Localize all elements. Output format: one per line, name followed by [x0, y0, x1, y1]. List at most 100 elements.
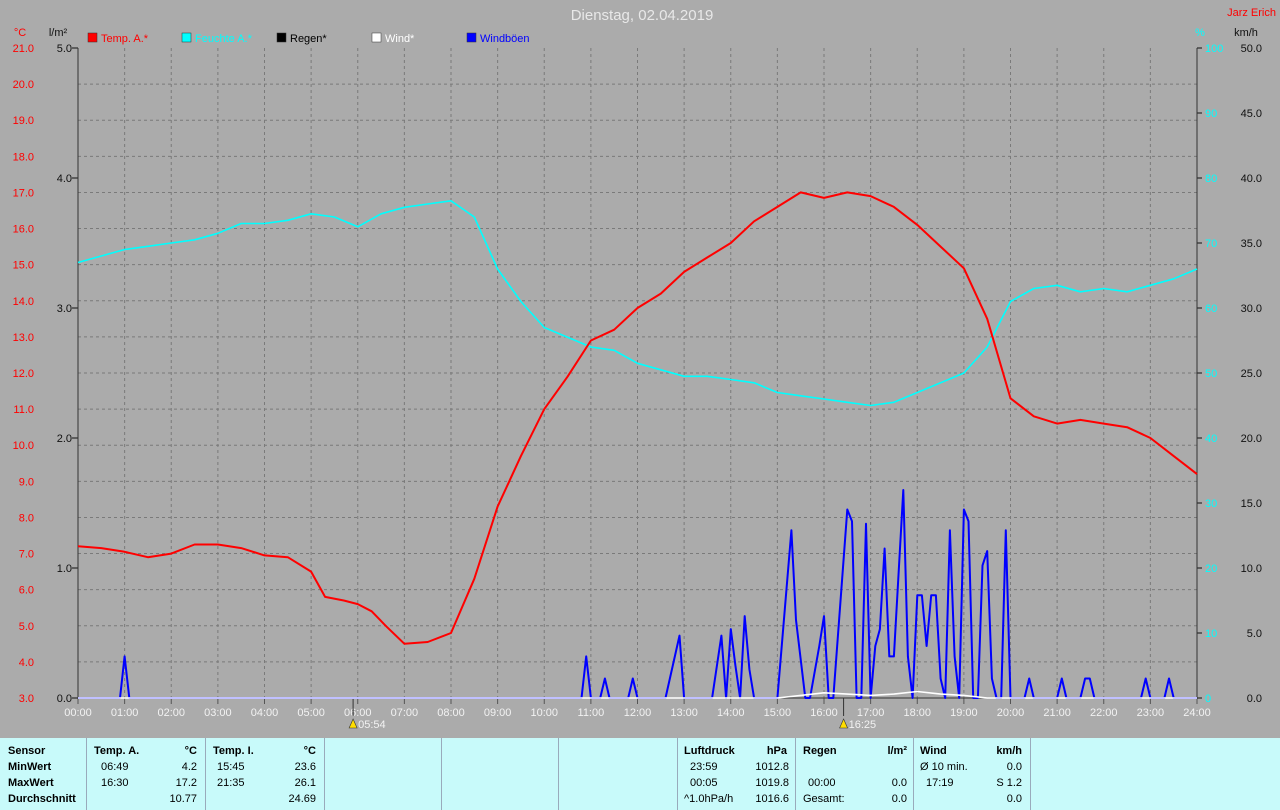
temp-tick-label: 19.0: [13, 115, 34, 127]
stats-col-temp-i: Temp. I. °C 15:45 23.6 21:35 26.1 24.69: [206, 738, 325, 810]
humidity-tick-label: 20: [1205, 563, 1217, 575]
temp-tick-label: 5.0: [19, 621, 34, 633]
x-tick-label: 11:00: [578, 707, 605, 719]
x-tick-label: 19:00: [950, 707, 978, 719]
legend-swatch: [276, 32, 287, 43]
temp-tick-label: 16.0: [13, 224, 34, 236]
wind-tick-label: 35.0: [1241, 238, 1262, 250]
x-tick-label: 17:00: [857, 707, 885, 719]
temp-tick-label: 3.0: [19, 693, 34, 705]
x-tick-label: 13:00: [670, 707, 698, 719]
temp-tick-label: 8.0: [19, 512, 34, 524]
wind-header: Wind: [920, 745, 947, 757]
legend-label: Regen*: [290, 33, 327, 45]
humidity-tick-label: 70: [1205, 238, 1217, 250]
sensor-header: Sensor: [8, 745, 46, 757]
x-tick-label: 06:00: [344, 707, 372, 719]
max-label: MaxWert: [8, 777, 54, 789]
sun-marker-label: 05:54: [358, 719, 386, 731]
temp-tick-label: 10.0: [13, 440, 34, 452]
wind-avg: 0.0: [1006, 793, 1022, 805]
pressure-min-time: 23:59: [690, 761, 718, 773]
rain-tick-label: 3.0: [57, 303, 72, 315]
temp-i-min: 23.6: [294, 761, 316, 773]
temp-i-header: Temp. I.: [213, 745, 254, 757]
chart-title: Dienstag, 02.04.2019: [571, 7, 714, 24]
min-label: MinWert: [8, 761, 52, 773]
rain-unit: l/m²: [887, 745, 907, 757]
x-tick-label: 03:00: [204, 707, 232, 719]
temp-tick-label: 18.0: [13, 151, 34, 163]
temp-a-avg: 10.77: [169, 793, 197, 805]
sun-marker-label: 16:25: [849, 719, 877, 731]
humidity-unit-label: %: [1195, 27, 1205, 39]
x-tick-label: 16:00: [810, 707, 838, 719]
temp-a-max-time: 16:30: [101, 777, 129, 789]
temp-a-max: 17.2: [175, 777, 197, 789]
stats-col-pressure: Luftdruck hPa 23:59 1012.8 00:05 1019.8 …: [678, 738, 796, 810]
wind-tick-label: 50.0: [1241, 43, 1262, 55]
temp-tick-label: 9.0: [19, 476, 34, 488]
x-tick-label: 01:00: [111, 707, 139, 719]
x-tick-label: 07:00: [391, 707, 419, 719]
x-tick-label: 12:00: [624, 707, 652, 719]
wind-max: S 1.2: [996, 777, 1022, 789]
legend-label: Wind*: [385, 33, 415, 45]
rain-max-time: 00:00: [808, 777, 836, 789]
x-tick-label: 09:00: [484, 707, 512, 719]
temp-unit-label: °C: [14, 27, 26, 39]
humidity-tick-label: 30: [1205, 498, 1217, 510]
rain-max: 0.0: [891, 777, 907, 789]
temp-tick-label: 7.0: [19, 549, 34, 561]
x-tick-label: 04:00: [251, 707, 279, 719]
temp-tick-label: 15.0: [13, 260, 34, 272]
pressure-header: Luftdruck: [684, 745, 735, 757]
x-tick-label: 18:00: [903, 707, 931, 719]
wind-tick-label: 45.0: [1241, 108, 1262, 120]
wind-tick-label: 10.0: [1241, 563, 1262, 575]
x-tick-label: 08:00: [437, 707, 465, 719]
avg-label: Durchschnitt: [8, 793, 76, 805]
temp-a-min-time: 06:49: [101, 761, 129, 773]
series-line-temp-a: [77, 191, 1198, 645]
humidity-tick-label: 100: [1205, 43, 1223, 55]
wind-tick-label: 5.0: [1247, 628, 1262, 640]
x-tick-label: 21:00: [1043, 707, 1071, 719]
wind-tick-label: 30.0: [1241, 303, 1262, 315]
series-line-feuchte-a: [77, 200, 1198, 407]
wind-tick-label: 15.0: [1241, 498, 1262, 510]
temp-a-header: Temp. A.: [94, 745, 140, 757]
wind-tick-label: 40.0: [1241, 173, 1262, 185]
temp-tick-label: 21.0: [13, 43, 34, 55]
temp-tick-label: 13.0: [13, 332, 34, 344]
x-tick-label: 00:00: [64, 707, 92, 719]
temp-tick-label: 20.0: [13, 79, 34, 91]
weather-chart: 00:00 01:00 02:00 03:00 04:00 05:00 06:00 07:00…: [13, 7, 1276, 731]
temp-i-min-time: 15:45: [217, 761, 245, 773]
x-tick-label: 05:00: [297, 707, 325, 719]
pressure-max-time: 00:05: [690, 777, 718, 789]
temp-a-unit: °C: [184, 745, 197, 757]
x-tick-label: 24:00: [1183, 707, 1211, 719]
legend-swatch: [466, 32, 477, 43]
stats-panel: Sensor MinWert MaxWert Durchschnitt Temp…: [0, 738, 1280, 810]
wind-tick-label: 20.0: [1241, 433, 1262, 445]
temp-tick-label: 12.0: [13, 368, 34, 380]
legend-label: Windböen: [480, 33, 530, 45]
rain-header: Regen: [803, 745, 837, 757]
x-tick-label: 14:00: [717, 707, 745, 719]
wind-avg10-label: Ø 10 min.: [920, 761, 968, 773]
wind-tick-label: 25.0: [1241, 368, 1262, 380]
sun-icon: [839, 718, 849, 729]
legend-swatch: [181, 32, 192, 43]
humidity-tick-label: 90: [1205, 108, 1217, 120]
temp-tick-label: 14.0: [13, 296, 34, 308]
temp-tick-label: 11.0: [13, 404, 34, 416]
pressure-max: 1019.8: [755, 777, 789, 789]
legend-swatch: [87, 32, 98, 43]
legend-swatch: [371, 32, 382, 43]
temp-tick-label: 6.0: [19, 585, 34, 597]
series-group: [77, 191, 1198, 699]
pressure-min: 1012.8: [755, 761, 789, 773]
series-line-windb-en: [78, 489, 1197, 699]
